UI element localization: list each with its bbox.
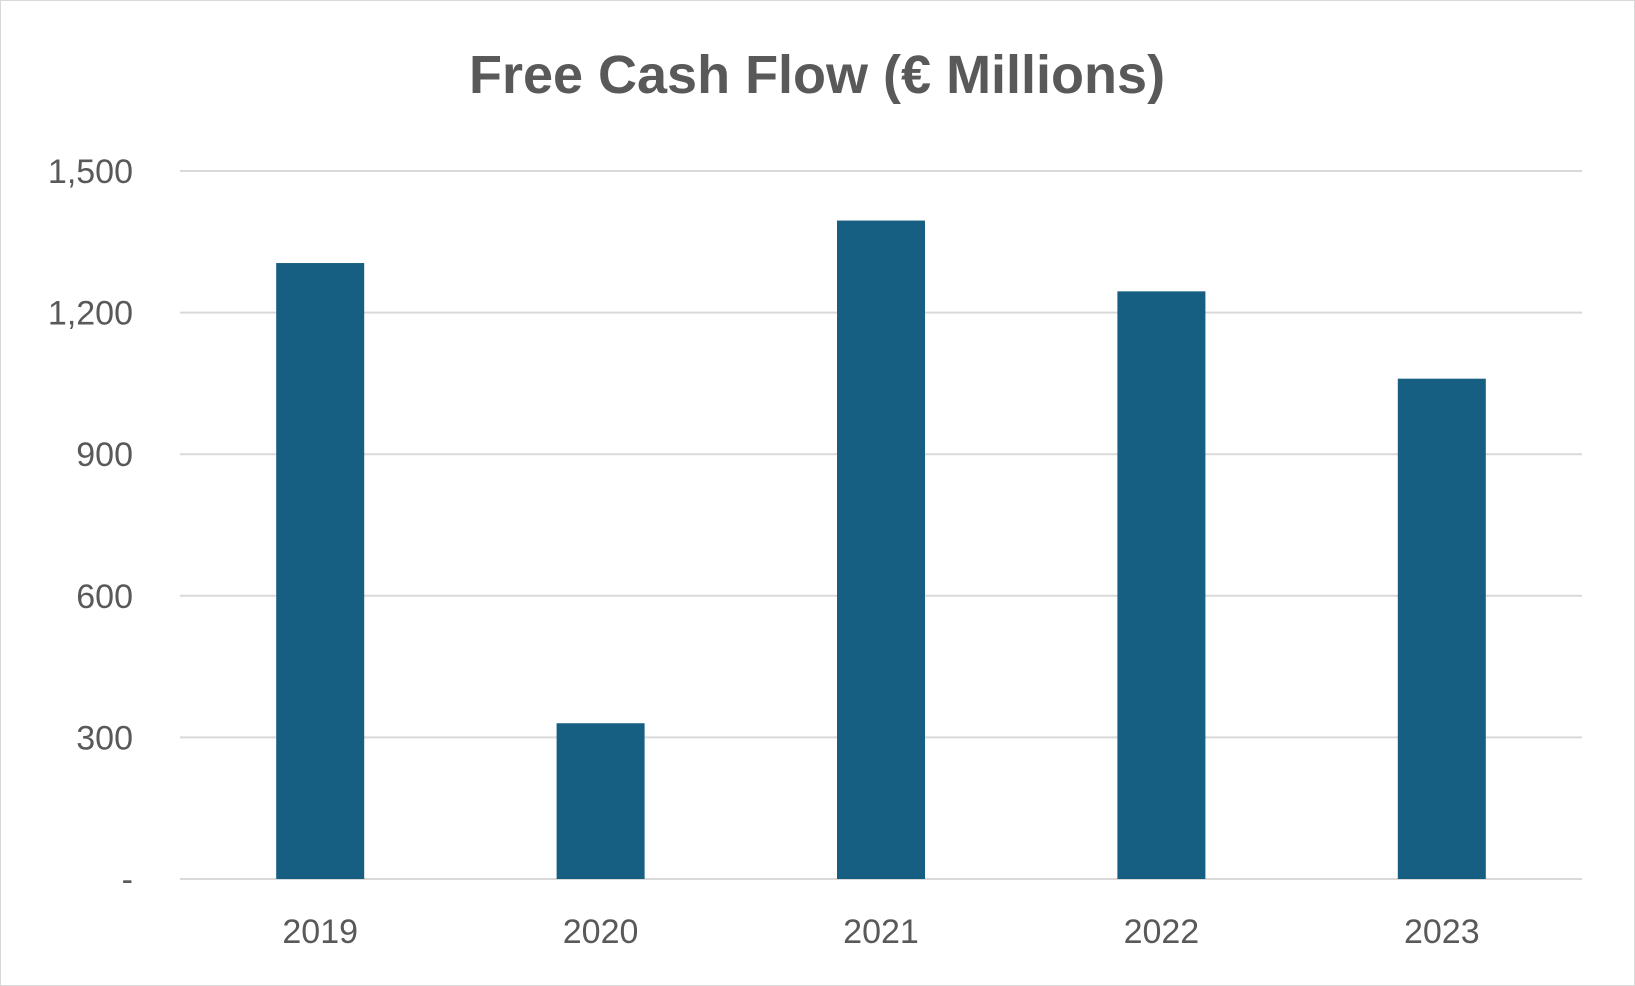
bar-2023 (1397, 378, 1486, 879)
y-tick-label: - (122, 861, 133, 899)
x-tick-label: 2019 (282, 913, 358, 951)
chart-title: Free Cash Flow (€ Millions) (469, 45, 1165, 105)
y-tick-label: 900 (76, 436, 133, 474)
bar-2021 (837, 220, 925, 879)
bar-2019 (276, 263, 365, 879)
y-tick-label: 600 (76, 578, 133, 616)
x-tick-label: 2023 (1404, 913, 1480, 951)
y-tick-label: 300 (76, 719, 133, 757)
x-tick-label: 2020 (563, 913, 639, 951)
bar-2020 (556, 723, 645, 879)
x-tick-label: 2022 (1124, 913, 1200, 951)
y-tick-label: 1,500 (48, 153, 133, 191)
x-axis-ticks: 2019 2020 2021 2022 2023 (282, 913, 1479, 951)
y-tick-label: 1,200 (48, 295, 133, 333)
bar-2022 (1117, 291, 1206, 879)
x-tick-label: 2021 (843, 913, 919, 951)
bars (276, 220, 1486, 879)
y-axis-ticks: - 300 600 900 1,200 1,500 (48, 153, 133, 899)
